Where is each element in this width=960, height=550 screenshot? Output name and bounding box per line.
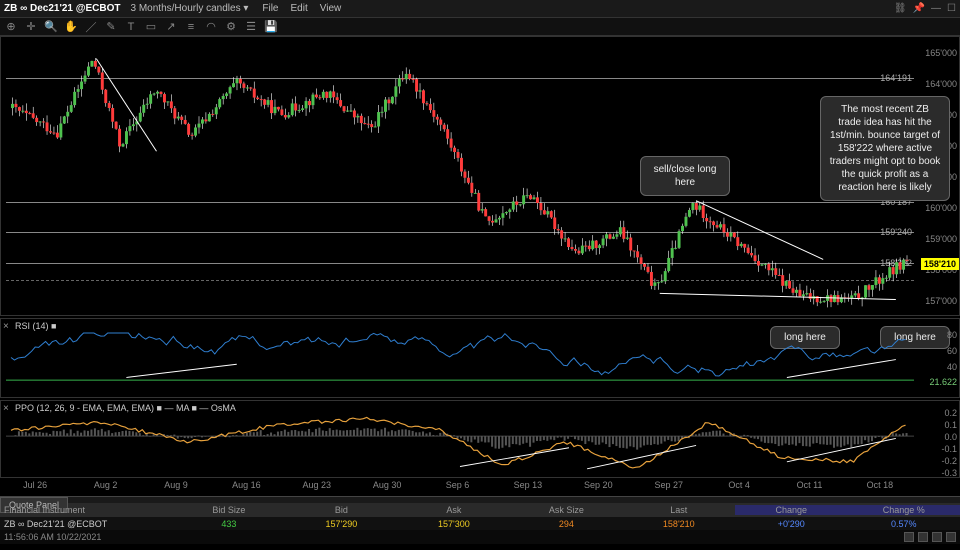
cell-bid: 157'290 (285, 519, 397, 529)
cell-last: 158'210 (623, 519, 735, 529)
col-bid[interactable]: Bid (285, 505, 397, 515)
ppo-pane[interactable]: × PPO (12, 26, 9 - EMA, EMA, EMA) ■ — MA… (0, 400, 960, 478)
col-instrument[interactable]: Financial Instrument (0, 505, 173, 515)
menu-edit[interactable]: Edit (287, 3, 312, 14)
last-price-tag: 158'210 (921, 258, 959, 270)
ppo-y-axis: 0.20.10.0-0.1-0.2-0.3 (914, 401, 959, 477)
rsi-y-axis: 80604021.622 (914, 319, 959, 397)
quote-row[interactable]: ZB ∞ Dec21'21 @ECBOT 433 157'290 157'300… (0, 517, 960, 531)
tool-save-icon[interactable]: 💾 (264, 20, 278, 34)
annotation-callout[interactable]: The most recent ZB trade idea has hit th… (820, 96, 950, 201)
cell-changepct: 0.57% (848, 519, 960, 529)
time-axis: Jul 26Aug 2Aug 9Aug 16Aug 23Aug 30Sep 6S… (0, 480, 915, 496)
col-bidsize[interactable]: Bid Size (173, 505, 285, 515)
col-change[interactable]: Change (735, 505, 847, 515)
tool-draw-icon[interactable]: ✎ (104, 20, 118, 34)
price-candles (6, 37, 914, 315)
link-icon[interactable]: ⛓ (894, 3, 907, 14)
pin-icon[interactable]: 📌 (913, 3, 925, 14)
toolbar: ⊕ ✛ 🔍 ✋ ／ ✎ T ▭ ↗ ≡ ◠ ⚙ ☰ 💾 (0, 18, 960, 36)
status-icon-3[interactable] (932, 532, 942, 542)
ppo-label: PPO (12, 26, 9 - EMA, EMA, EMA) ■ — MA ■… (15, 403, 236, 413)
tool-line-icon[interactable]: ／ (84, 20, 98, 34)
cell-change: +0'290 (735, 519, 847, 529)
col-ask[interactable]: Ask (398, 505, 510, 515)
status-icon-1[interactable] (904, 532, 914, 542)
status-time: 11:56:06 AM 10/22/2021 (4, 532, 101, 542)
tool-zoom-icon[interactable]: 🔍 (44, 20, 58, 34)
status-icon-2[interactable] (918, 532, 928, 542)
cell-instrument: ZB ∞ Dec21'21 @ECBOT (0, 519, 173, 529)
tool-text-icon[interactable]: T (124, 20, 138, 34)
window-controls: ⛓ 📌 — ☐ (894, 3, 956, 14)
tool-fib-icon[interactable]: ≡ (184, 20, 198, 34)
cell-ask: 157'300 (398, 519, 510, 529)
menu-bar: ZB ∞ Dec21'21 @ECBOT 3 Months/Hourly can… (0, 0, 960, 18)
tool-crosshair-icon[interactable]: ✛ (24, 20, 38, 34)
tool-layers-icon[interactable]: ☰ (244, 20, 258, 34)
annotation-callout[interactable]: sell/close long here (640, 156, 730, 196)
rsi-label: RSI (14) ■ (15, 321, 56, 331)
status-bar: 11:56:06 AM 10/22/2021 (0, 530, 960, 544)
tool-pan-icon[interactable]: ✋ (64, 20, 78, 34)
quote-header: Financial Instrument Bid Size Bid Ask As… (0, 503, 960, 517)
minimize-icon[interactable]: — (931, 3, 941, 14)
tool-trend-icon[interactable]: ↗ (164, 20, 178, 34)
col-last[interactable]: Last (623, 505, 735, 515)
symbol-title[interactable]: ZB ∞ Dec21'21 @ECBOT (4, 3, 121, 14)
tool-arc-icon[interactable]: ◠ (204, 20, 218, 34)
quote-panel: Quote Panel Financial Instrument Bid Siz… (0, 496, 960, 530)
col-changepct[interactable]: Change % (848, 505, 960, 515)
col-asksize[interactable]: Ask Size (510, 505, 622, 515)
tool-gear-icon[interactable]: ⚙ (224, 20, 238, 34)
tool-rect-icon[interactable]: ▭ (144, 20, 158, 34)
rsi-line (6, 319, 914, 397)
cell-asksize: 294 (510, 519, 622, 529)
cell-bidsize: 433 (173, 519, 285, 529)
status-icon-4[interactable] (946, 532, 956, 542)
menu-view[interactable]: View (316, 3, 346, 14)
chart-area: 165'000164'000163'000162'000161'000160'0… (0, 36, 960, 496)
tool-target-icon[interactable]: ⊕ (4, 20, 18, 34)
rsi-pane[interactable]: × RSI (14) ■ 80604021.622 (0, 318, 960, 398)
maximize-icon[interactable]: ☐ (947, 3, 956, 14)
menu-file[interactable]: File (258, 3, 282, 14)
timeframe[interactable]: 3 Months/Hourly candles ▾ (131, 3, 249, 14)
price-pane[interactable]: 165'000164'000163'000162'000161'000160'0… (0, 36, 960, 316)
